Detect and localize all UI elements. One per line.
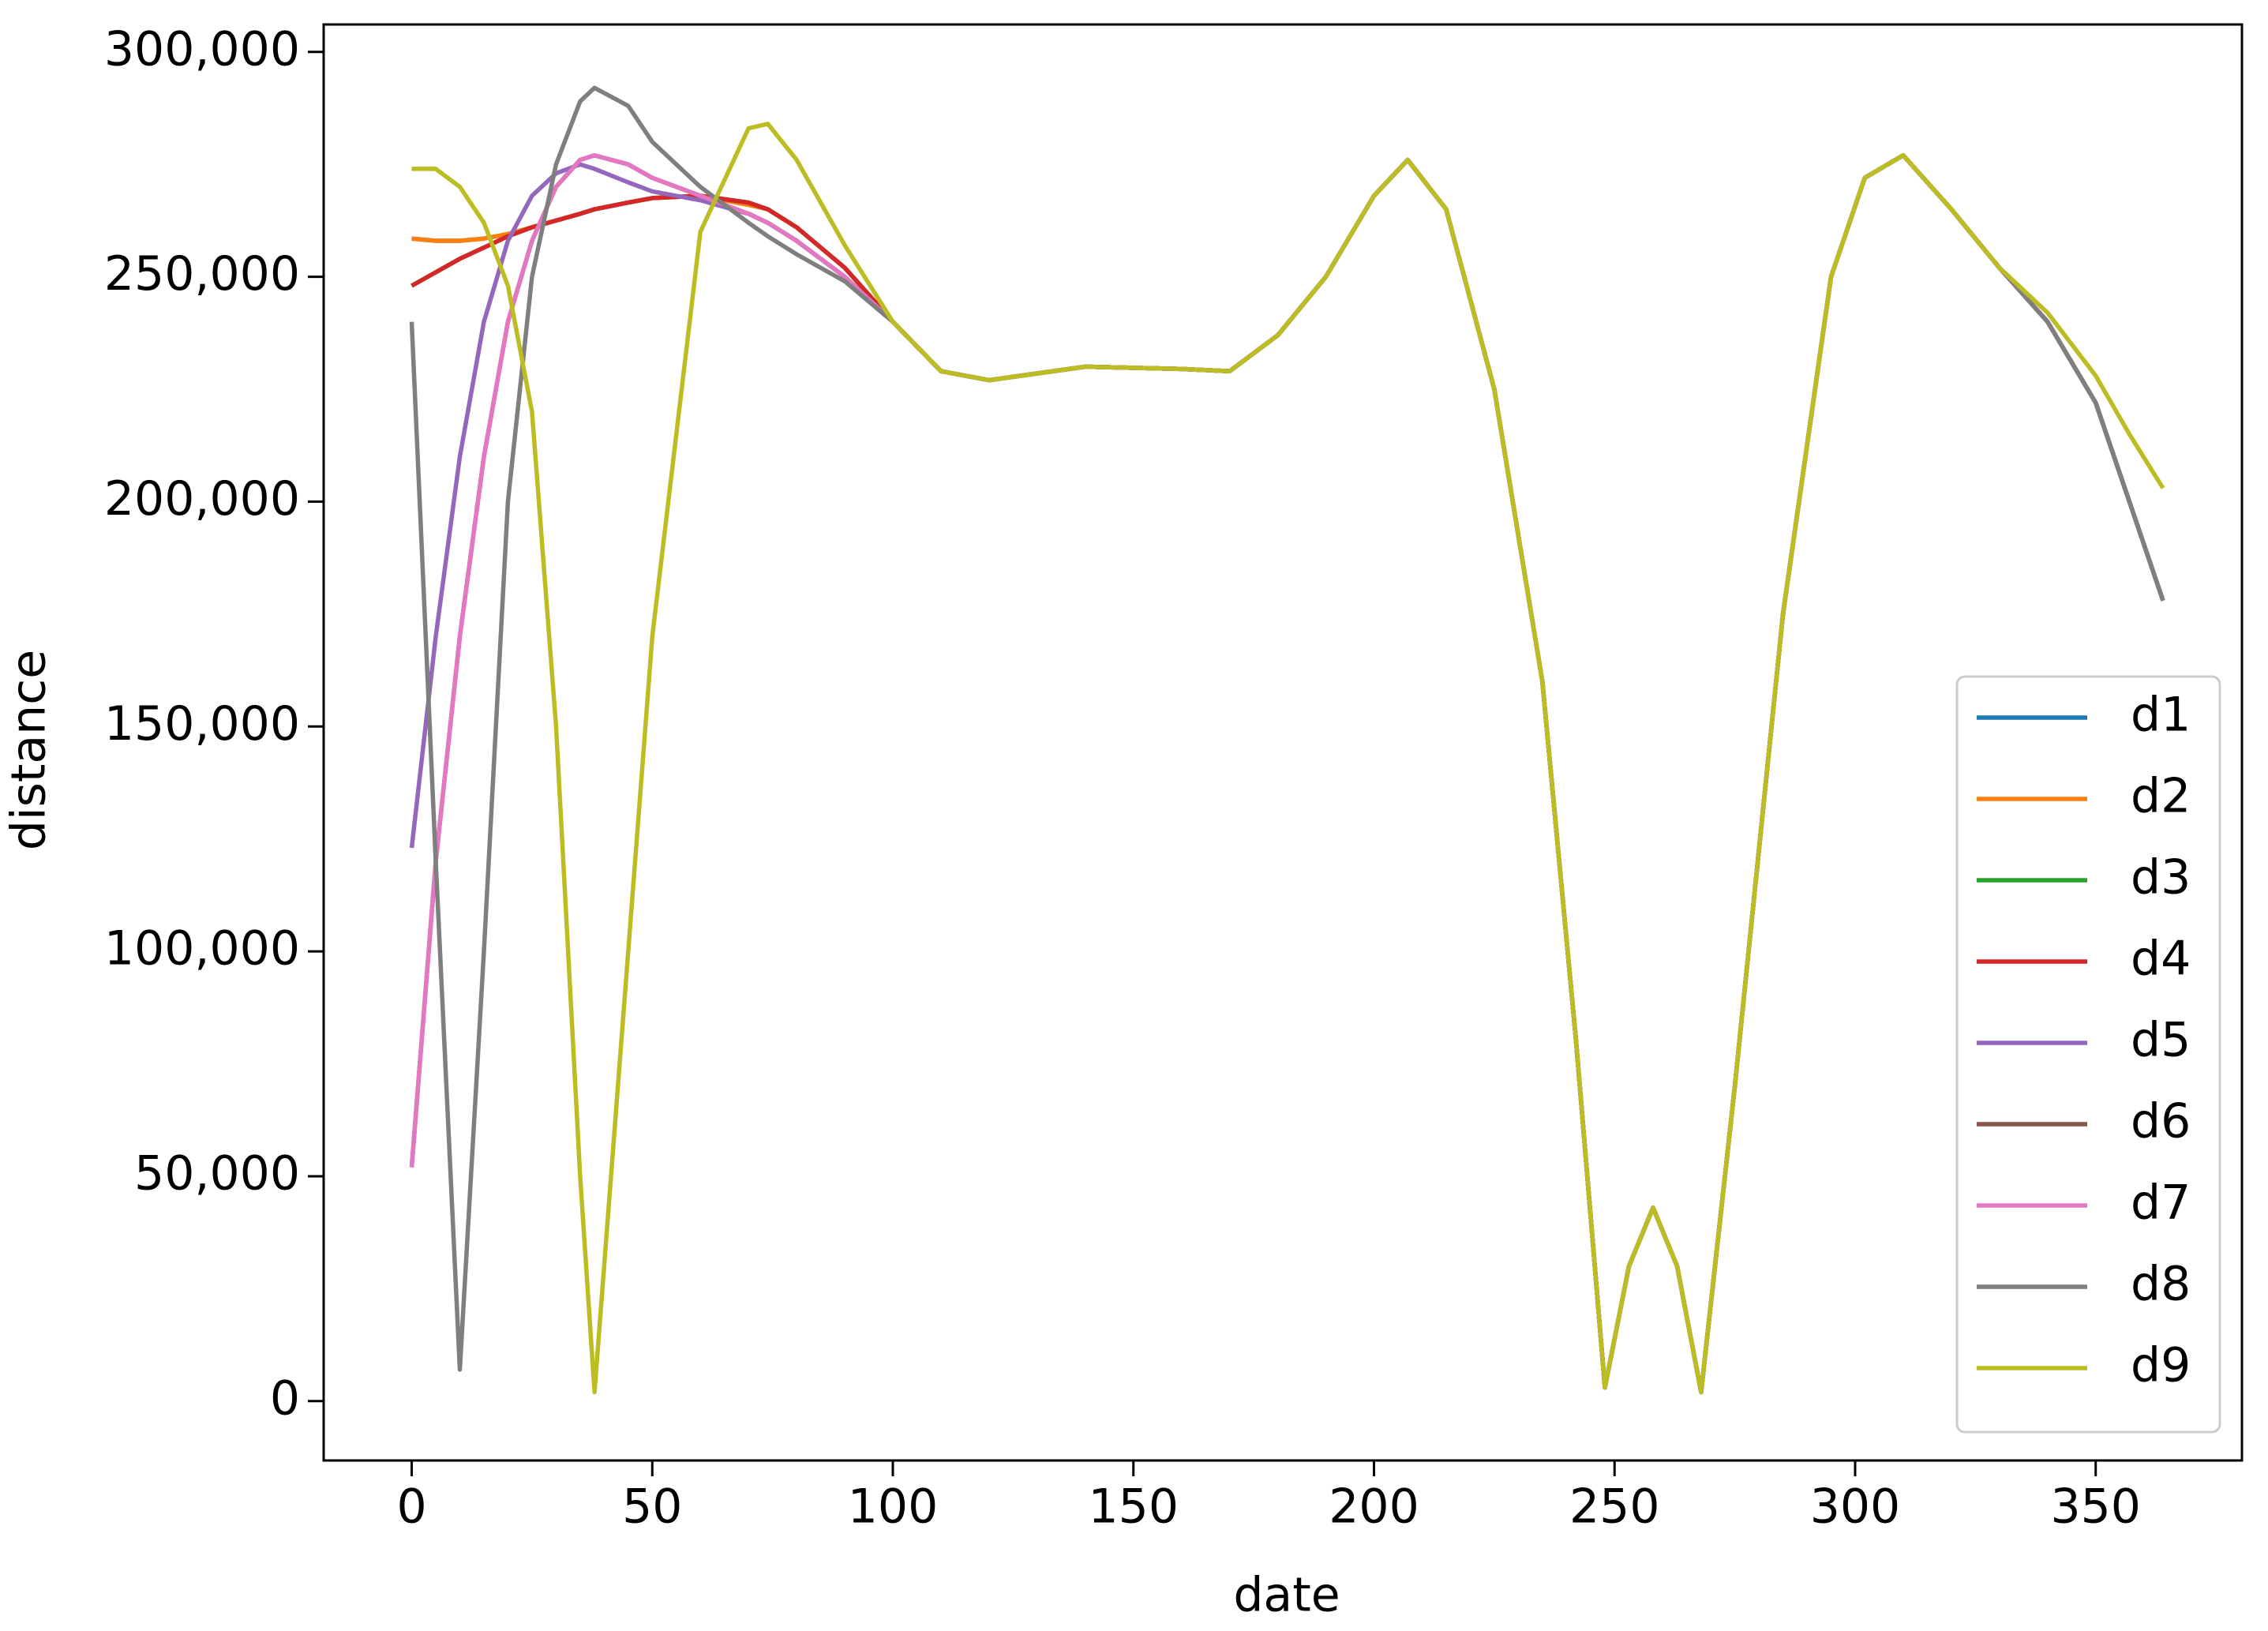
legend-label: d2 <box>2131 769 2191 824</box>
legend-label: d9 <box>2131 1338 2191 1393</box>
x-tick-label: 150 <box>1088 1479 1179 1535</box>
legend-label: d4 <box>2131 932 2191 987</box>
legend-label: d8 <box>2131 1257 2191 1312</box>
y-tick-label: 250,000 <box>104 246 300 302</box>
plot-frame <box>322 23 2244 1462</box>
series-line <box>411 153 2165 1395</box>
y-tick-label: 150,000 <box>104 696 300 752</box>
series-line <box>409 153 2165 1395</box>
x-tick-label: 350 <box>2050 1479 2141 1535</box>
x-tick-label: 200 <box>1329 1479 1419 1535</box>
legend-label: d1 <box>2131 688 2191 743</box>
x-axis-label: date <box>1233 1568 1340 1623</box>
series-line <box>409 85 2165 1395</box>
y-tick-label: 0 <box>270 1370 300 1426</box>
x-tick-label: 100 <box>848 1479 939 1535</box>
y-tick-label: 50,000 <box>134 1146 300 1202</box>
y-axis-label: distance <box>2 650 57 850</box>
series-line <box>411 122 2165 1395</box>
x-tick-label: 300 <box>1810 1479 1901 1535</box>
x-tick-label: 0 <box>396 1479 426 1535</box>
series-line <box>410 153 2165 1395</box>
series-line <box>411 153 2165 1395</box>
series-line <box>409 153 2165 1395</box>
x-tick-label: 50 <box>622 1479 682 1535</box>
y-tick-label: 200,000 <box>104 471 300 527</box>
legend-label: d5 <box>2131 1013 2191 1068</box>
legend-box <box>1955 675 2221 1434</box>
x-tick-label: 250 <box>1569 1479 1660 1535</box>
series-line <box>409 153 2165 1395</box>
y-tick-label: 300,000 <box>104 21 300 77</box>
legend-label: d6 <box>2131 1094 2191 1149</box>
series-line <box>410 153 2165 1395</box>
legend-label: d3 <box>2131 850 2191 905</box>
y-tick-label: 100,000 <box>104 921 300 977</box>
legend-label: d7 <box>2131 1175 2191 1231</box>
